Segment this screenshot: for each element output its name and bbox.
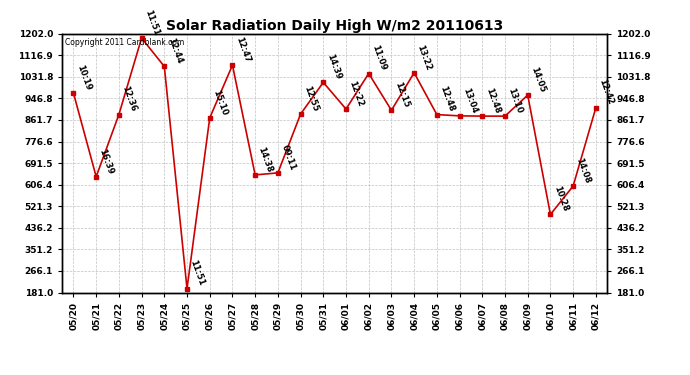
Text: 15:10: 15:10 xyxy=(211,88,228,117)
Text: 12:42: 12:42 xyxy=(598,78,615,106)
Text: 13:22: 13:22 xyxy=(415,43,433,71)
Text: 14:38: 14:38 xyxy=(257,146,274,174)
Text: 16:39: 16:39 xyxy=(97,147,115,175)
Text: 14:39: 14:39 xyxy=(325,53,342,81)
Text: 11:51: 11:51 xyxy=(188,259,206,287)
Text: 10:28: 10:28 xyxy=(552,185,569,213)
Text: 12:22: 12:22 xyxy=(347,79,365,108)
Text: 12:36: 12:36 xyxy=(120,85,138,113)
Text: 13:04: 13:04 xyxy=(461,86,479,114)
Text: 09:11: 09:11 xyxy=(279,143,297,171)
Text: 11:09: 11:09 xyxy=(370,44,388,72)
Title: Solar Radiation Daily High W/m2 20110613: Solar Radiation Daily High W/m2 20110613 xyxy=(166,19,503,33)
Text: 13:10: 13:10 xyxy=(506,87,524,115)
Text: 12:15: 12:15 xyxy=(393,81,411,109)
Text: 11:51: 11:51 xyxy=(143,8,161,37)
Text: 12:55: 12:55 xyxy=(302,84,319,113)
Text: 10:19: 10:19 xyxy=(75,64,92,92)
Text: 14:05: 14:05 xyxy=(529,66,546,94)
Text: 12:44: 12:44 xyxy=(166,37,184,65)
Text: 14:08: 14:08 xyxy=(575,157,592,184)
Text: 12:48: 12:48 xyxy=(438,85,456,113)
Text: Copyright 2011 Cardblank.com: Copyright 2011 Cardblank.com xyxy=(65,38,184,46)
Text: 12:48: 12:48 xyxy=(484,87,501,115)
Text: 12:47: 12:47 xyxy=(234,36,251,64)
